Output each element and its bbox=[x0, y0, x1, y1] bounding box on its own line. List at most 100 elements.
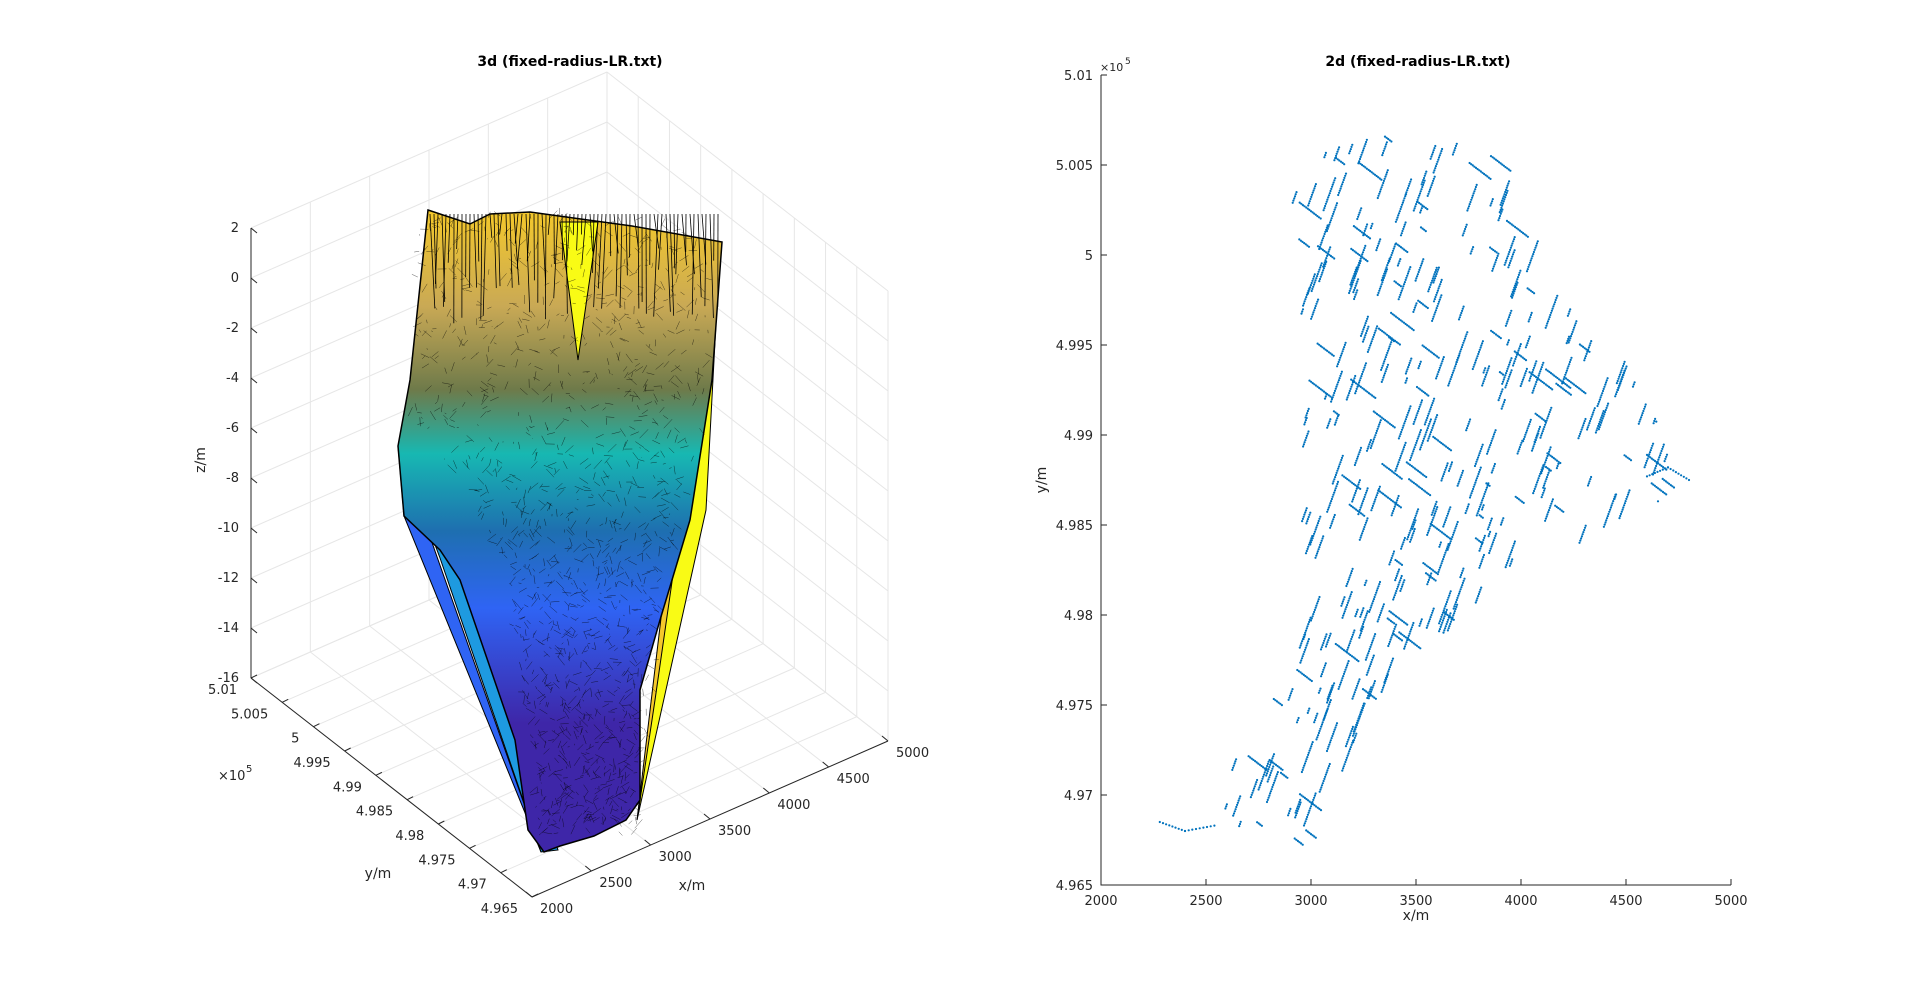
data-point bbox=[1322, 782, 1324, 784]
data-point bbox=[1408, 185, 1410, 187]
data-point bbox=[1546, 455, 1548, 457]
data-point bbox=[1311, 803, 1313, 805]
data-point bbox=[1312, 286, 1314, 288]
data-point bbox=[1401, 586, 1403, 588]
data-point bbox=[1371, 223, 1373, 225]
data-point bbox=[1536, 242, 1538, 244]
data-point bbox=[1307, 430, 1309, 432]
data-point bbox=[1414, 307, 1416, 309]
data-point bbox=[1569, 361, 1571, 363]
data-point bbox=[1489, 522, 1491, 524]
data-point bbox=[1471, 197, 1473, 199]
data-point bbox=[1356, 458, 1358, 460]
data-point bbox=[1312, 311, 1314, 313]
data-point bbox=[1510, 551, 1512, 553]
data-point bbox=[1477, 353, 1479, 355]
data-point bbox=[1422, 184, 1424, 186]
data-point bbox=[1513, 238, 1515, 240]
data-point bbox=[1404, 224, 1406, 226]
data-point bbox=[1353, 496, 1355, 498]
data-point bbox=[1303, 651, 1305, 653]
data-point bbox=[1543, 463, 1545, 465]
data-point bbox=[1527, 236, 1529, 238]
data-point bbox=[1572, 331, 1574, 333]
data-point bbox=[1326, 771, 1328, 773]
data-point bbox=[1444, 554, 1446, 556]
data-point bbox=[1632, 386, 1634, 388]
data-point bbox=[1546, 476, 1548, 478]
data-point bbox=[1368, 443, 1370, 445]
data-point bbox=[1597, 403, 1599, 405]
data-point bbox=[1314, 557, 1316, 559]
data-point bbox=[1308, 514, 1310, 516]
data-point bbox=[1482, 340, 1484, 342]
data-point bbox=[1449, 380, 1451, 382]
data-point bbox=[1448, 617, 1450, 619]
data-point bbox=[1419, 192, 1421, 194]
data-point bbox=[1316, 552, 1318, 554]
data-point bbox=[1444, 521, 1446, 523]
data-point bbox=[1253, 787, 1255, 789]
data-point bbox=[1396, 499, 1398, 501]
data-point bbox=[1375, 432, 1377, 434]
data-point bbox=[1355, 273, 1357, 275]
data-point bbox=[1355, 294, 1357, 296]
data-point bbox=[1483, 380, 1485, 382]
data-point bbox=[1444, 469, 1446, 471]
data-point bbox=[1404, 382, 1406, 384]
tick-mark bbox=[251, 378, 257, 383]
data-point bbox=[1398, 495, 1400, 497]
data-point bbox=[1365, 320, 1367, 322]
data-point bbox=[1350, 730, 1352, 732]
data-point bbox=[1509, 553, 1511, 555]
data-point bbox=[1446, 515, 1448, 517]
data-point bbox=[1358, 381, 1360, 383]
data-point bbox=[1235, 808, 1237, 810]
data-point bbox=[1424, 433, 1426, 435]
data-point bbox=[1504, 262, 1506, 264]
data-point bbox=[1538, 475, 1540, 477]
data-point bbox=[1382, 365, 1384, 367]
data-point bbox=[1324, 154, 1326, 156]
data-point bbox=[1446, 623, 1448, 625]
data-point bbox=[1417, 199, 1419, 201]
data-point bbox=[1588, 422, 1590, 424]
data-point bbox=[1307, 640, 1309, 642]
data-point bbox=[1513, 543, 1515, 545]
data-point bbox=[1298, 717, 1300, 719]
data-point bbox=[1300, 313, 1302, 315]
data-point bbox=[1352, 634, 1354, 636]
data-point bbox=[1471, 490, 1473, 492]
x-tick-label: 4000 bbox=[777, 798, 810, 813]
data-point bbox=[1269, 764, 1271, 766]
data-point bbox=[1436, 267, 1438, 269]
data-point bbox=[1301, 640, 1303, 642]
data-point bbox=[1541, 432, 1543, 434]
data-point bbox=[1405, 442, 1407, 444]
data-point bbox=[1627, 494, 1629, 496]
data-point bbox=[1614, 498, 1616, 500]
data-point bbox=[1327, 639, 1329, 641]
data-point bbox=[1505, 189, 1507, 191]
data-point bbox=[1318, 548, 1320, 550]
data-point bbox=[1405, 221, 1407, 223]
data-point bbox=[1418, 269, 1420, 271]
data-point bbox=[1444, 627, 1446, 629]
data-point bbox=[1384, 176, 1386, 178]
data-point bbox=[1476, 459, 1478, 461]
tick-mark bbox=[763, 788, 769, 793]
data-point bbox=[1597, 425, 1599, 427]
data-point bbox=[1652, 443, 1654, 445]
data-point bbox=[1516, 280, 1518, 282]
data-point bbox=[1509, 312, 1511, 314]
data-point bbox=[1519, 446, 1521, 448]
data-point bbox=[1426, 534, 1428, 536]
data-point bbox=[1400, 285, 1402, 287]
data-point bbox=[1638, 423, 1640, 425]
data-point bbox=[1342, 615, 1344, 617]
data-point bbox=[1547, 474, 1549, 476]
data-point bbox=[1513, 251, 1515, 253]
data-point bbox=[1328, 506, 1330, 508]
data-point bbox=[1383, 374, 1385, 376]
data-point bbox=[1361, 502, 1363, 504]
